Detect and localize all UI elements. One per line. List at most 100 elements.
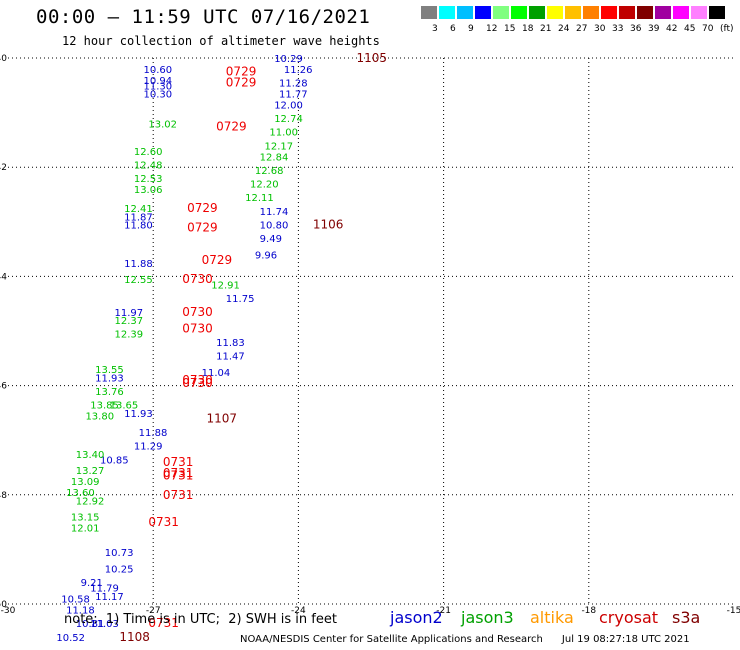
- legend-jason2: jason2: [390, 608, 443, 627]
- point-label-jason2: 11.88: [124, 259, 153, 270]
- colorbar-swatch: [475, 6, 491, 19]
- point-label-s3a: 1107: [206, 411, 237, 425]
- point-label-jason2: 11.17: [95, 592, 124, 603]
- point-label-jason2: 12.00: [274, 100, 303, 111]
- colorbar-label: 33: [612, 24, 624, 34]
- point-label-cryosat: 0729: [226, 65, 257, 79]
- point-label-jason3: 12.92: [76, 496, 105, 507]
- colorbar-label: 18: [522, 24, 534, 34]
- colorbar-label: 15: [504, 24, 516, 34]
- point-label-jason2: 10.73: [105, 548, 134, 559]
- point-label-jason3: 13.76: [95, 387, 124, 398]
- point-label-jason2: 11.80: [124, 221, 153, 232]
- x-tick-label: -15: [727, 606, 740, 616]
- point-label-jason3: 13.40: [76, 450, 105, 461]
- colorbar-swatch: [691, 6, 707, 19]
- point-label-jason2: 11.83: [216, 338, 245, 349]
- colorbar-swatch: [709, 6, 725, 19]
- point-label-cryosat: 0731: [148, 616, 179, 630]
- point-label-jason2: 11.04: [202, 368, 231, 379]
- colorbar-swatch: [565, 6, 581, 19]
- colorbar-label: 24: [558, 24, 570, 34]
- point-label-jason2: 10.58: [61, 595, 90, 606]
- colorbar-swatch: [673, 6, 689, 19]
- point-label-jason2: 10.85: [100, 455, 129, 466]
- point-label-cryosat: 0729: [216, 119, 247, 133]
- point-label-jason2: 11.30: [144, 81, 173, 92]
- footer-credit: NOAA/NESDIS Center for Satellite Applica…: [240, 634, 690, 645]
- point-label-jason3: 12.01: [71, 524, 100, 535]
- point-label-cryosat: 0730: [182, 373, 213, 387]
- colorbar-label: (ft): [720, 24, 734, 34]
- point-label-jason3: 11.00: [269, 128, 298, 139]
- y-tick-label: -48: [0, 491, 7, 501]
- point-label-jason2: 11.74: [260, 207, 289, 218]
- legend-altika: altika: [530, 608, 574, 627]
- point-label-jason3: 13.15: [71, 513, 100, 524]
- point-label-cryosat: 0730: [182, 376, 213, 390]
- point-label-cryosat: 0731: [163, 455, 194, 469]
- point-label-jason2: 11.29: [134, 442, 163, 453]
- point-label-s3a: 1106: [313, 218, 344, 232]
- colorbar-label: 21: [540, 24, 552, 34]
- point-label-jason3: 12.11: [245, 193, 274, 204]
- y-tick-label: -42: [0, 163, 7, 173]
- point-label-cryosat: 0730: [182, 305, 213, 319]
- point-label-jason3: 12.17: [265, 141, 294, 152]
- point-label-jason2: 11.47: [216, 352, 245, 363]
- point-label-jason2: 10.60: [144, 65, 173, 76]
- colorbar-swatch: [655, 6, 671, 19]
- point-label-jason2: 9.49: [260, 234, 282, 245]
- colorbar-swatch: [637, 6, 653, 19]
- point-label-jason2: 10.29: [274, 54, 303, 65]
- x-tick-label: -27: [146, 606, 161, 616]
- y-tick-label: -40: [0, 54, 7, 64]
- point-label-s3a: 1105: [356, 51, 387, 65]
- point-label-jason2: 9.96: [255, 251, 277, 262]
- point-label-jason2: 10.25: [105, 565, 134, 576]
- colorbar-swatch: [421, 6, 437, 19]
- colorbar-label: 12: [486, 24, 498, 34]
- point-label-jason3: 12.68: [255, 166, 284, 177]
- point-label-jason2: 11.87: [124, 212, 153, 223]
- colorbar-label: 70: [702, 24, 714, 34]
- point-label-cryosat: 0731: [148, 515, 179, 529]
- point-label-jason2: 11.88: [139, 428, 168, 439]
- point-label-jason2: 11.97: [114, 308, 143, 319]
- point-label-jason2: 11.93: [95, 373, 124, 384]
- note-text: note: 1) Time is in UTC; 2) SWH is in fe…: [64, 612, 337, 627]
- point-label-jason2: 11.79: [90, 584, 119, 595]
- point-label-jason3: 12.84: [260, 152, 289, 163]
- point-label-jason3: 12.74: [274, 114, 303, 125]
- point-label-jason3: 12.55: [124, 275, 153, 286]
- point-label-jason2: 11.28: [279, 79, 308, 90]
- point-label-cryosat: 0729: [187, 220, 218, 234]
- colorbar-swatch: [583, 6, 599, 19]
- point-label-jason2: 11.03: [90, 619, 119, 630]
- point-label-jason3: 12.91: [211, 281, 240, 292]
- point-label-jason3: 12.60: [134, 147, 163, 158]
- point-label-jason3: 13.65: [110, 401, 139, 412]
- point-label-jason3: 13.60: [66, 488, 95, 499]
- point-label-cryosat: 0729: [187, 201, 218, 215]
- colorbar-label: 27: [576, 24, 588, 34]
- point-label-cryosat: 0731: [163, 488, 194, 502]
- colorbar-swatch: [529, 6, 545, 19]
- map-grid: [8, 57, 734, 605]
- x-tick-label: -30: [1, 606, 16, 616]
- point-label-jason2: 11.26: [284, 65, 313, 76]
- colorbar-label: 3: [432, 24, 438, 34]
- point-label-jason3: 12.53: [134, 174, 163, 185]
- colorbar-swatch: [457, 6, 473, 19]
- axis-labels: -40 -42 -44 -46 -48 -50-30 -27 -24 -21 -18 -15: [0, 54, 740, 616]
- legend-cryosat: cryosat: [599, 608, 659, 627]
- point-label-jason2: 11.18: [66, 605, 95, 616]
- x-tick-label: -24: [291, 606, 306, 616]
- point-label-cryosat: 0730: [182, 272, 213, 286]
- point-label-jason2: 11.93: [124, 409, 153, 420]
- point-label-cryosat: 0729: [202, 253, 233, 267]
- y-tick-label: -46: [0, 382, 7, 392]
- legend-s3a: s3a: [672, 608, 701, 627]
- colorbar-label: 45: [684, 24, 696, 34]
